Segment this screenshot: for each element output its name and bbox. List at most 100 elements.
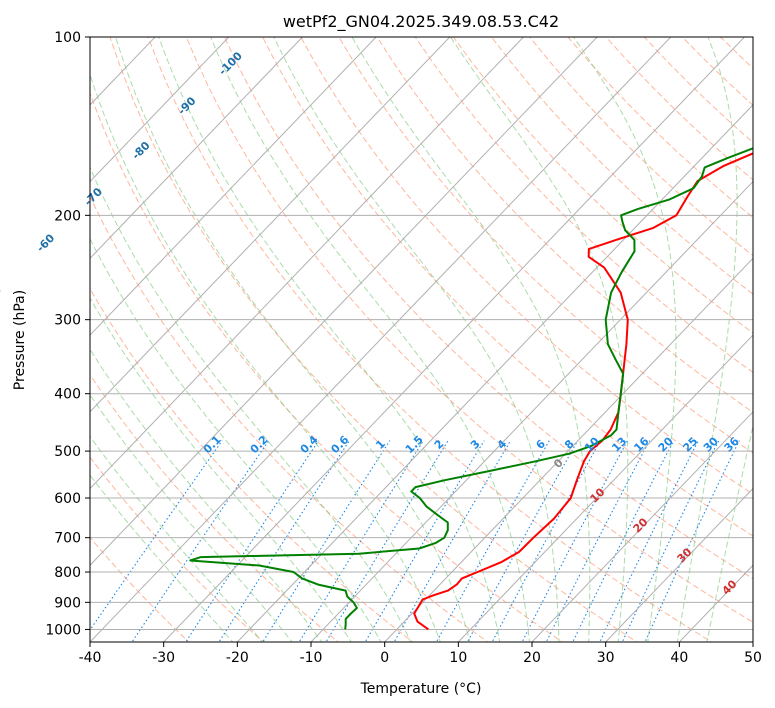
dry-adiabat-line [90, 91, 564, 642]
mixing-ratio-label: 0.1 [201, 433, 224, 456]
moist-adiabat-line [573, 37, 677, 642]
dry-adiabat-line [376, 37, 753, 413]
y-tick-label: 900 [54, 595, 81, 611]
dry-adiabat-line [90, 536, 190, 642]
mixing-ratio-label: 1 [373, 437, 388, 452]
mixing-ratio-label: 0.4 [298, 433, 321, 456]
mixing-ratio-line [131, 440, 270, 642]
y-tick-label: 400 [54, 387, 81, 403]
mixing-ratio-line [185, 440, 320, 642]
isotherm-line [310, 180, 753, 642]
dry-adiabat-line [643, 37, 753, 144]
moist-adiabat-label: -90 [175, 94, 198, 117]
moist-adiabat-line [90, 474, 234, 642]
isotherm-line [90, 37, 230, 183]
axes: -40 -30 -20 -10 0 10 20 30 40 5010020030040050060… [45, 30, 762, 666]
x-tick-label: -30 [152, 650, 175, 666]
isotherm-zero-label: 0 [551, 456, 566, 471]
moist-adiabat-line [158, 37, 501, 642]
y-tick-label: 300 [54, 313, 81, 329]
mixing-ratio-line [90, 440, 223, 631]
moist-adiabat-line [676, 37, 738, 642]
isotherm-line [90, 37, 304, 260]
mixing-ratio-label: 8 [562, 437, 577, 452]
dry-adiabat-label: 40 [720, 577, 740, 597]
dry-adiabat-line [452, 37, 753, 334]
dry-adiabat-label: 30 [675, 545, 695, 565]
moist-adiabat-label: -100 [216, 49, 245, 78]
isotherm-line [457, 334, 753, 642]
moist-adiabat-line [90, 297, 352, 642]
y-tick-label: 100 [54, 30, 81, 46]
mixing-ratio-line [364, 440, 485, 642]
mixing-ratio-label: 0.2 [248, 433, 271, 456]
dry-adiabat-line [768, 10, 775, 645]
x-tick-label: 10 [449, 650, 467, 666]
mixing-ratio-label: 6 [533, 437, 548, 452]
isotherm-line [90, 37, 451, 413]
x-tick-label: 40 [670, 650, 688, 666]
isotherm-line [90, 37, 672, 642]
moist-adiabat-line [90, 237, 382, 642]
dry-adiabat-line [262, 37, 753, 537]
dry-adiabat-line [681, 37, 753, 106]
moist-adiabat-line [115, 37, 471, 642]
moist-adiabat-line [90, 348, 323, 642]
moist-adiabat-line [351, 37, 591, 642]
y-tick-label: 800 [54, 565, 81, 581]
mixing-ratio-line [435, 440, 550, 642]
y-tick-label: 500 [54, 444, 81, 460]
dry-adiabat-line [300, 37, 753, 495]
moist-adiabat-line [706, 423, 753, 642]
x-tick-label: 30 [597, 650, 615, 666]
y-tick-label: 600 [54, 491, 81, 507]
x-tick-label: -10 [300, 650, 323, 666]
moist-adiabat-label: -70 [82, 185, 105, 208]
x-tick-label: 20 [523, 650, 541, 666]
mixing-ratio-line [599, 440, 699, 642]
isotherm-line [236, 104, 753, 642]
dry-adiabat-line [90, 373, 340, 642]
mixing-ratio-line [262, 440, 391, 642]
chart-title: wetPf2_GN04.2025.349.08.53.C42 [283, 12, 559, 32]
mixing-ratio-label: 0.6 [328, 433, 351, 456]
moist-adiabat-label: -60 [34, 231, 57, 254]
moist-adiabat-line [90, 72, 441, 642]
dewpoint-line [189, 147, 753, 630]
moist-adiabat-line [273, 37, 560, 642]
mixing-ratio-line [218, 440, 350, 642]
x-tick-label: 50 [744, 650, 762, 666]
mixing-ratio-label: 2 [432, 437, 447, 452]
isotherm-line [604, 487, 753, 642]
mixing-ratio-line [621, 440, 720, 642]
moist-adiabat-label: -50 [0, 283, 4, 306]
dry-adiabat-line [185, 37, 753, 623]
mixing-ratio-line [393, 440, 512, 642]
dry-adiabat-line [147, 37, 713, 642]
dry-adiabat-label: 10 [588, 485, 608, 505]
isotherm-line [531, 411, 753, 642]
x-axis-label: Temperature (°C) [360, 681, 482, 697]
mixing-ratio-label: 25 [680, 435, 700, 455]
dry-adiabat-line [90, 195, 489, 642]
dry-adiabat-line [529, 37, 753, 257]
y-axis-label: Pressure (hPa) [12, 290, 28, 390]
isotherm-line [752, 641, 753, 642]
y-tick-label: 700 [54, 531, 81, 547]
moist-adiabat-line [450, 37, 629, 642]
x-tick-label: -40 [79, 650, 102, 666]
dry-adiabat-line [109, 37, 638, 642]
mixing-ratio-line [466, 440, 579, 642]
mixing-ratio-line [644, 440, 740, 642]
series-lines [189, 147, 753, 631]
isotherm-line [90, 37, 598, 566]
isotherm-line [90, 37, 377, 336]
moist-adiabat-line [90, 435, 264, 642]
isotherm-line [383, 257, 753, 642]
mixing-ratio-label: 1.5 [403, 433, 426, 456]
moist-adiabat-label: -80 [129, 139, 152, 162]
isotherm-line [162, 37, 746, 642]
mixing-ratio-line [521, 440, 628, 642]
background-lines [90, 10, 775, 645]
